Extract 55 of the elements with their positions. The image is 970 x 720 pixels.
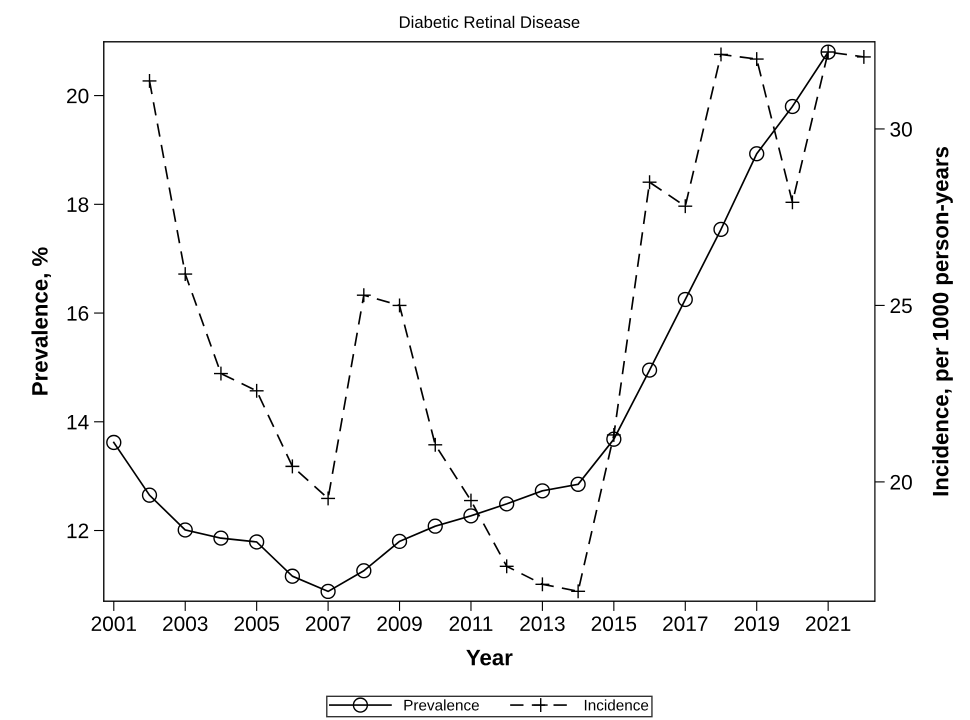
point <box>320 584 336 600</box>
y-tick-label: 12 <box>68 524 88 538</box>
x-tick-label: 2005 <box>234 616 279 632</box>
point <box>463 492 479 508</box>
point <box>320 490 336 506</box>
point <box>499 496 514 512</box>
point <box>784 98 800 114</box>
point <box>570 476 586 492</box>
point <box>749 146 764 162</box>
point <box>463 508 479 524</box>
point <box>213 366 229 382</box>
point <box>249 534 264 550</box>
point <box>642 362 658 378</box>
x-tick-label: 2003 <box>163 616 208 632</box>
x-tick-label: 2015 <box>592 616 636 632</box>
y-tick-label: 18 <box>68 197 88 212</box>
point <box>606 432 622 447</box>
legend-label: Incidence <box>584 699 648 711</box>
point <box>106 434 122 450</box>
x-tick-label: 2021 <box>806 616 850 632</box>
point <box>213 530 229 546</box>
point <box>249 383 264 398</box>
x-tick-label: 2007 <box>306 616 350 632</box>
y-tick-label: 16 <box>68 306 88 321</box>
point <box>178 522 193 538</box>
y-tick-label: 14 <box>68 415 89 430</box>
point <box>142 73 158 89</box>
x-tick-label: 2019 <box>734 616 779 632</box>
y2-tick-label: 25 <box>890 298 912 314</box>
x-axis-title: Year <box>466 650 513 666</box>
y-axis-title: Prevalence, % <box>31 247 51 395</box>
point <box>392 534 408 550</box>
x-tick-label: 2017 <box>663 616 708 632</box>
x-tick-label: 2001 <box>92 616 136 632</box>
legend-label: Prevalence <box>404 699 479 711</box>
x-tick-label: 2009 <box>377 616 422 632</box>
y2-tick-label: 20 <box>890 474 912 490</box>
point <box>142 488 158 503</box>
point <box>534 483 550 498</box>
point <box>856 49 872 65</box>
point <box>642 174 658 190</box>
y2-tick-label: 30 <box>890 122 912 137</box>
point <box>284 568 300 584</box>
point <box>570 584 586 599</box>
point <box>678 292 693 308</box>
x-tick-label: 2013 <box>520 616 565 632</box>
chart-title: Diabetic Retinal Disease <box>400 16 580 28</box>
point <box>392 298 408 314</box>
point <box>356 563 372 578</box>
x-tick-label: 2011 <box>450 616 492 632</box>
y2-axis-title: Incidence, per 1000 person-years <box>932 146 953 496</box>
y-tick-label: 20 <box>67 88 88 104</box>
point <box>428 518 443 534</box>
point <box>713 222 729 237</box>
point <box>284 458 300 474</box>
